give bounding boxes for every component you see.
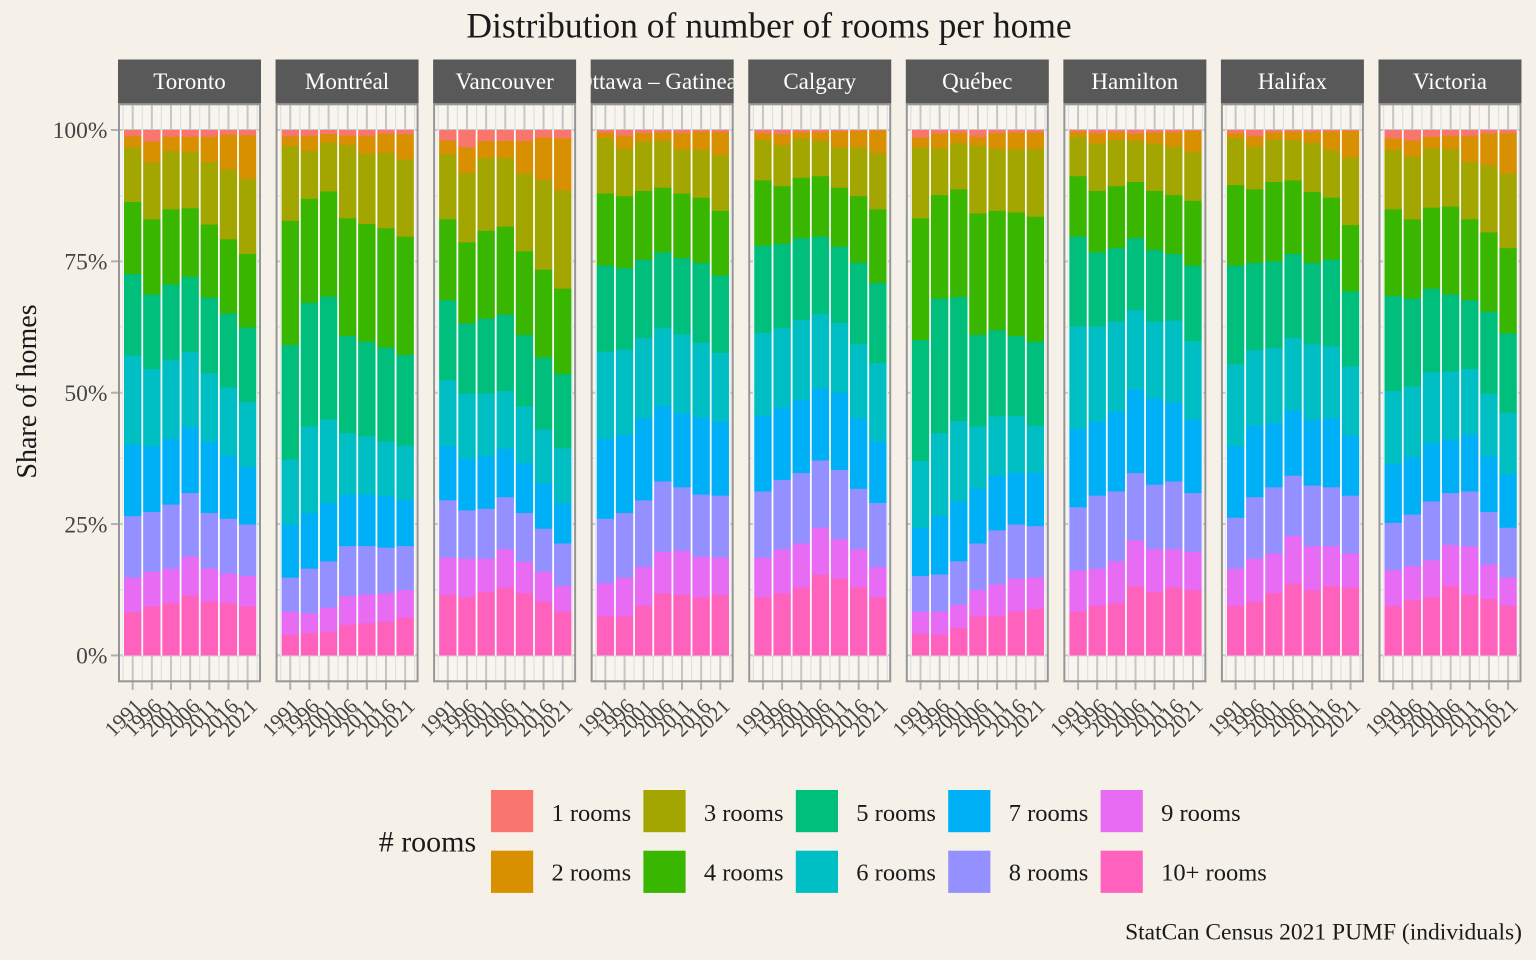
- svg-text:0%: 0%: [76, 644, 107, 670]
- svg-text:Hamilton: Hamilton: [1091, 69, 1178, 94]
- svg-text:Montréal: Montréal: [305, 69, 389, 94]
- svg-text:StatCan Census 2021 PUMF (indi: StatCan Census 2021 PUMF (individuals): [1125, 920, 1522, 946]
- svg-text:Victoria: Victoria: [1413, 69, 1487, 94]
- svg-text:Toronto: Toronto: [153, 69, 226, 94]
- svg-text:# rooms: # rooms: [379, 826, 477, 859]
- svg-text:4 rooms: 4 rooms: [704, 859, 784, 886]
- svg-text:Vancouver: Vancouver: [455, 69, 554, 94]
- svg-text:25%: 25%: [64, 512, 107, 538]
- svg-text:Québec: Québec: [942, 69, 1012, 94]
- svg-text:9 rooms: 9 rooms: [1161, 800, 1241, 827]
- svg-text:Calgary: Calgary: [783, 69, 856, 94]
- svg-text:100%: 100%: [53, 118, 108, 144]
- svg-text:Distribution of number of room: Distribution of number of rooms per home: [466, 6, 1071, 46]
- svg-text:Share of homes: Share of homes: [12, 304, 43, 478]
- svg-text:Ottawa – Gatineau: Ottawa – Gatineau: [576, 69, 749, 94]
- svg-text:7 rooms: 7 rooms: [1009, 800, 1089, 827]
- svg-text:5 rooms: 5 rooms: [856, 800, 936, 827]
- svg-text:3 rooms: 3 rooms: [704, 800, 784, 827]
- svg-text:1 rooms: 1 rooms: [552, 800, 632, 827]
- svg-text:75%: 75%: [64, 250, 107, 276]
- svg-text:Halifax: Halifax: [1258, 69, 1327, 94]
- svg-text:10+ rooms: 10+ rooms: [1161, 859, 1267, 886]
- svg-text:2 rooms: 2 rooms: [552, 859, 632, 886]
- svg-text:6 rooms: 6 rooms: [856, 859, 936, 886]
- svg-text:50%: 50%: [64, 381, 107, 407]
- svg-text:8 rooms: 8 rooms: [1009, 859, 1089, 886]
